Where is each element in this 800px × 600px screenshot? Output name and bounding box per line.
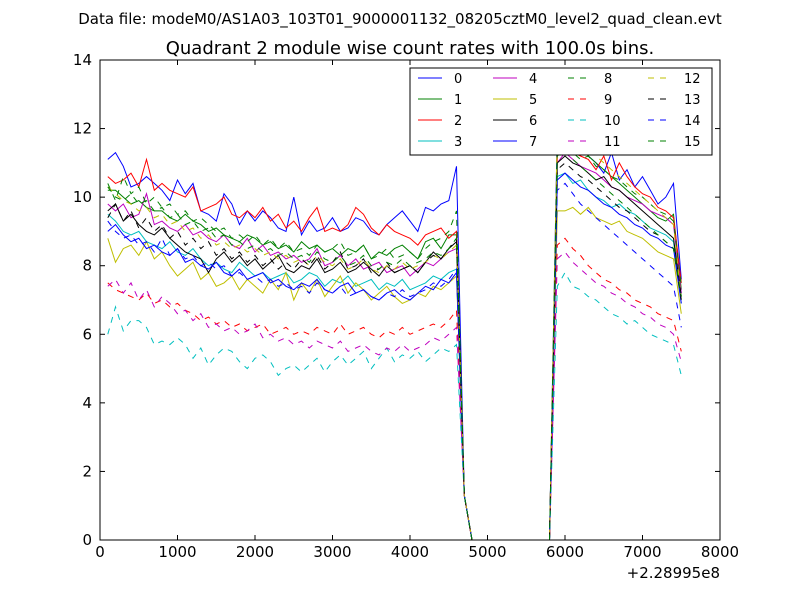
x-tick-label: 3000: [313, 543, 351, 561]
series-line-7: [107, 172, 682, 541]
series-line-14: [107, 182, 682, 541]
legend-label-2: 2: [454, 114, 462, 129]
series-line-0: [107, 120, 682, 541]
legend-label-4: 4: [529, 72, 537, 87]
legend-label-8: 8: [604, 72, 612, 87]
y-tick-label: 10: [73, 188, 92, 206]
series-line-4: [107, 151, 682, 541]
x-tick-label: 2000: [236, 543, 274, 561]
legend-label-6: 6: [529, 114, 537, 129]
legend-label-7: 7: [529, 135, 537, 150]
legend-label-12: 12: [684, 72, 701, 87]
legend-label-10: 10: [604, 114, 621, 129]
x-tick-label: 7000: [623, 543, 661, 561]
x-tick-label: 1000: [158, 543, 196, 561]
y-tick-label: 4: [82, 394, 92, 412]
series-line-11: [107, 251, 682, 541]
y-tick-label: 8: [82, 257, 92, 275]
series-line-12: [107, 120, 682, 541]
legend-label-14: 14: [684, 114, 701, 129]
series-line-13: [107, 162, 682, 541]
x-tick-label: 5000: [468, 543, 506, 561]
legend-label-1: 1: [454, 93, 462, 108]
series-line-10: [107, 271, 682, 541]
x-axis: 0 1000 2000 3000 4000 5000 6000 7000 8000: [95, 60, 739, 561]
legend-label-11: 11: [604, 135, 621, 150]
series-line-9: [107, 237, 682, 541]
x-tick-label: 0: [95, 543, 105, 561]
y-tick-label: 2: [82, 462, 92, 480]
series-line-6: [107, 155, 682, 541]
y-tick-label: 14: [73, 51, 92, 69]
legend-label-5: 5: [529, 93, 537, 108]
x-tick-label: 6000: [546, 543, 584, 561]
y-tick-label: 0: [82, 531, 92, 549]
legend-label-15: 15: [684, 135, 701, 150]
series-line-15: [107, 148, 682, 541]
series-line-2: [107, 144, 682, 541]
y-tick-label: 6: [82, 325, 92, 343]
legend-label-9: 9: [604, 93, 612, 108]
legend-label-0: 0: [454, 72, 462, 87]
legend-label-13: 13: [684, 93, 701, 108]
x-offset-label: +2.28995e8: [627, 564, 720, 582]
datafile-label: Data file: modeM0/AS1A03_103T01_90000011…: [78, 10, 722, 29]
chart-title: Quadrant 2 module wise count rates with …: [166, 38, 655, 59]
plot-area: 0 1000 2000 3000 4000 5000 6000 7000 8000 0 2 4 6 8 1…: [73, 51, 739, 582]
legend-label-3: 3: [454, 135, 462, 150]
series-line-8: [107, 141, 682, 541]
series-layer: [107, 120, 682, 541]
y-tick-label: 12: [73, 120, 92, 138]
series-line-3: [107, 172, 682, 541]
x-tick-label: 4000: [391, 543, 429, 561]
x-tick-label: 8000: [701, 543, 739, 561]
